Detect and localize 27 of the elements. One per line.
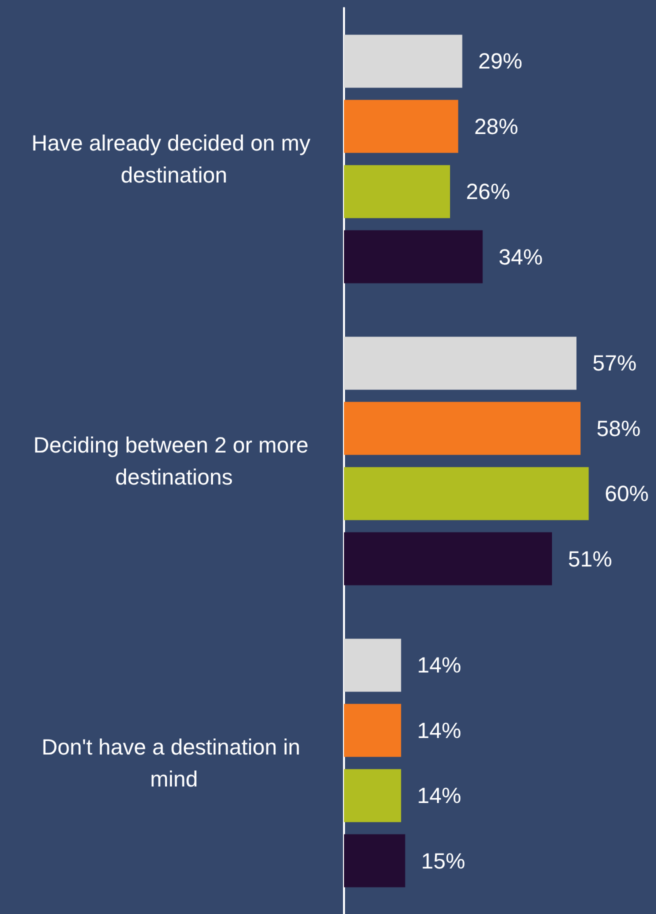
data-label: 58% — [596, 416, 641, 441]
data-label: 26% — [466, 179, 510, 204]
data-label: 34% — [498, 244, 543, 270]
data-label: 28% — [474, 114, 518, 139]
bar — [344, 34, 462, 88]
bar — [344, 230, 483, 284]
bar — [344, 165, 450, 218]
y-tick-label: Have already decided on my destination — [32, 130, 316, 188]
bar — [344, 467, 589, 520]
data-label: 51% — [568, 546, 612, 572]
data-label: 29% — [478, 48, 522, 74]
data-label: 60% — [604, 481, 649, 506]
data-label: 14% — [417, 652, 462, 678]
bar — [344, 402, 581, 455]
bar — [344, 704, 402, 757]
data-label: 15% — [421, 848, 466, 874]
bar — [344, 336, 576, 390]
bar — [344, 638, 402, 692]
bar — [344, 834, 406, 888]
y-tick-label: Deciding between 2 or more destinations — [33, 432, 315, 490]
data-label: 57% — [592, 350, 637, 376]
bar — [344, 532, 552, 586]
bar — [344, 100, 458, 153]
data-label: 14% — [417, 783, 462, 808]
data-label: 14% — [417, 718, 462, 743]
y-tick-label: Don't have a destination in mind — [42, 734, 306, 792]
bar — [344, 769, 402, 822]
